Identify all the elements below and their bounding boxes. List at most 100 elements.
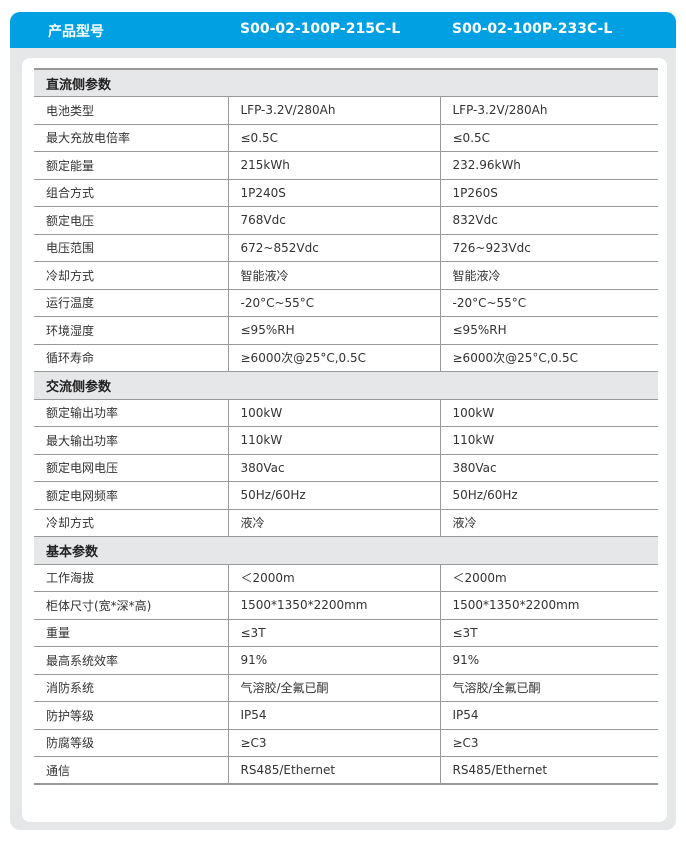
spec-card: 直流侧参数 电池类型 LFP-3.2V/280Ah LFP-3.2V/280Ah 最大充…	[22, 58, 667, 822]
section-header: 直流侧参数	[34, 69, 658, 97]
param-value: LFP-3.2V/280Ah	[227, 96, 440, 125]
param-value: 380Vac	[227, 454, 440, 482]
param-value: -20°C~55°C	[439, 289, 658, 317]
param-name: 冷却方式	[34, 261, 228, 290]
table-row: 柜体尺寸(宽*深*高) 1500*1350*2200mm 1500*1350*220…	[34, 591, 658, 620]
table-row: 运行温度 -20°C~55°C -20°C~55°C	[34, 289, 658, 317]
param-name: 额定输出功率	[34, 399, 228, 427]
param-value: 726~923Vdc	[439, 234, 658, 262]
param-value: 100kW	[439, 399, 658, 427]
param-value: 232.96kWh	[439, 151, 658, 180]
table-row: 通信 RS485/Ethernet RS485/Ethernet	[34, 756, 658, 785]
table-row: 工作海拔 ＜2000m ＜2000m	[34, 564, 658, 592]
param-value: 气溶胶/全氟已酮	[227, 674, 440, 702]
param-name: 防护等级	[34, 701, 228, 730]
table-row: 环境湿度 ≤95%RH ≤95%RH	[34, 316, 658, 345]
param-name: 工作海拔	[34, 564, 228, 592]
param-name: 额定电网电压	[34, 454, 228, 482]
param-name: 额定电压	[34, 206, 228, 235]
param-value: ＜2000m	[439, 564, 658, 592]
param-value: ≥6000次@25°C,0.5C	[439, 344, 658, 372]
table-row: 组合方式 1P240S 1P260S	[34, 179, 658, 207]
param-name: 电压范围	[34, 234, 228, 262]
table-row: 最高系统效率 91% 91%	[34, 646, 658, 675]
table-row: 防腐等级 ≥C3 ≥C3	[34, 729, 658, 757]
table-row: 防护等级 IP54 IP54	[34, 701, 658, 730]
table-row: 额定能量 215kWh 232.96kWh	[34, 151, 658, 180]
param-value: ≤0.5C	[439, 124, 658, 152]
param-name: 额定电网频率	[34, 481, 228, 510]
header-model-2: S00-02-100P-233C-L	[452, 21, 613, 37]
param-name: 最大充放电倍率	[34, 124, 228, 152]
param-name: 柜体尺寸(宽*深*高)	[34, 591, 228, 620]
table-header: 产品型号 S00-02-100P-215C-L S00-02-100P-233C…	[10, 12, 676, 48]
param-name: 最大输出功率	[34, 426, 228, 455]
param-value: 110kW	[227, 426, 440, 455]
param-value: ≥6000次@25°C,0.5C	[227, 344, 440, 372]
param-name: 通信	[34, 756, 228, 785]
param-value: 100kW	[227, 399, 440, 427]
param-value: 50Hz/60Hz	[439, 481, 658, 510]
param-name: 循环寿命	[34, 344, 228, 372]
param-name: 防腐等级	[34, 729, 228, 757]
table-row: 循环寿命 ≥6000次@25°C,0.5C ≥6000次@25°C,0.5C	[34, 344, 658, 372]
param-value: 50Hz/60Hz	[227, 481, 440, 510]
section-title: 交流侧参数	[34, 371, 658, 400]
param-value: 768Vdc	[227, 206, 440, 235]
param-value: IP54	[439, 701, 658, 730]
param-value: ≥C3	[439, 729, 658, 757]
param-value: ≤3T	[439, 619, 658, 647]
param-value: 液冷	[439, 509, 658, 537]
param-value: 672~852Vdc	[227, 234, 440, 262]
param-value: -20°C~55°C	[227, 289, 440, 317]
param-value: 832Vdc	[439, 206, 658, 235]
section-title: 基本参数	[34, 536, 658, 565]
param-value: RS485/Ethernet	[227, 756, 440, 785]
param-value: 215kWh	[227, 151, 440, 180]
param-value: ≤3T	[227, 619, 440, 647]
table-row: 额定电网频率 50Hz/60Hz 50Hz/60Hz	[34, 481, 658, 510]
param-value: 1P260S	[439, 179, 658, 207]
table-row: 额定电网电压 380Vac 380Vac	[34, 454, 658, 482]
param-name: 运行温度	[34, 289, 228, 317]
table-row: 电压范围 672~852Vdc 726~923Vdc	[34, 234, 658, 262]
param-name: 环境湿度	[34, 316, 228, 345]
param-name: 组合方式	[34, 179, 228, 207]
header-label: 产品型号	[48, 24, 104, 40]
param-value: 智能液冷	[227, 261, 440, 290]
param-name: 额定能量	[34, 151, 228, 180]
table-row: 消防系统 气溶胶/全氟已酮 气溶胶/全氟已酮	[34, 674, 658, 702]
param-value: ≤95%RH	[227, 316, 440, 345]
param-name: 重量	[34, 619, 228, 647]
param-value: IP54	[227, 701, 440, 730]
param-value: 91%	[439, 646, 658, 675]
table-row: 冷却方式 液冷 液冷	[34, 509, 658, 537]
table-row: 重量 ≤3T ≤3T	[34, 619, 658, 647]
table-row: 额定输出功率 100kW 100kW	[34, 399, 658, 427]
table-row: 最大输出功率 110kW 110kW	[34, 426, 658, 455]
param-value: 1500*1350*2200mm	[439, 591, 658, 620]
param-value: 110kW	[439, 426, 658, 455]
param-value: 智能液冷	[439, 261, 658, 290]
param-value: ≤95%RH	[439, 316, 658, 345]
table-row: 电池类型 LFP-3.2V/280Ah LFP-3.2V/280Ah	[34, 96, 658, 125]
section-header: 交流侧参数	[34, 371, 658, 400]
param-value: 液冷	[227, 509, 440, 537]
param-name: 最高系统效率	[34, 646, 228, 675]
param-value: RS485/Ethernet	[439, 756, 658, 785]
param-name: 冷却方式	[34, 509, 228, 537]
section-header: 基本参数	[34, 536, 658, 565]
param-value: 91%	[227, 646, 440, 675]
param-value: 气溶胶/全氟已酮	[439, 674, 658, 702]
param-value: 380Vac	[439, 454, 658, 482]
section-title: 直流侧参数	[34, 69, 658, 97]
param-value: ＜2000m	[227, 564, 440, 592]
param-value: 1500*1350*2200mm	[227, 591, 440, 620]
param-value: ≥C3	[227, 729, 440, 757]
param-value: LFP-3.2V/280Ah	[439, 96, 658, 125]
param-value: ≤0.5C	[227, 124, 440, 152]
table-row: 冷却方式 智能液冷 智能液冷	[34, 261, 658, 290]
spec-table: 直流侧参数 电池类型 LFP-3.2V/280Ah LFP-3.2V/280Ah 最大充…	[34, 68, 658, 785]
header-model-1: S00-02-100P-215C-L	[240, 21, 401, 37]
table-row: 最大充放电倍率 ≤0.5C ≤0.5C	[34, 124, 658, 152]
